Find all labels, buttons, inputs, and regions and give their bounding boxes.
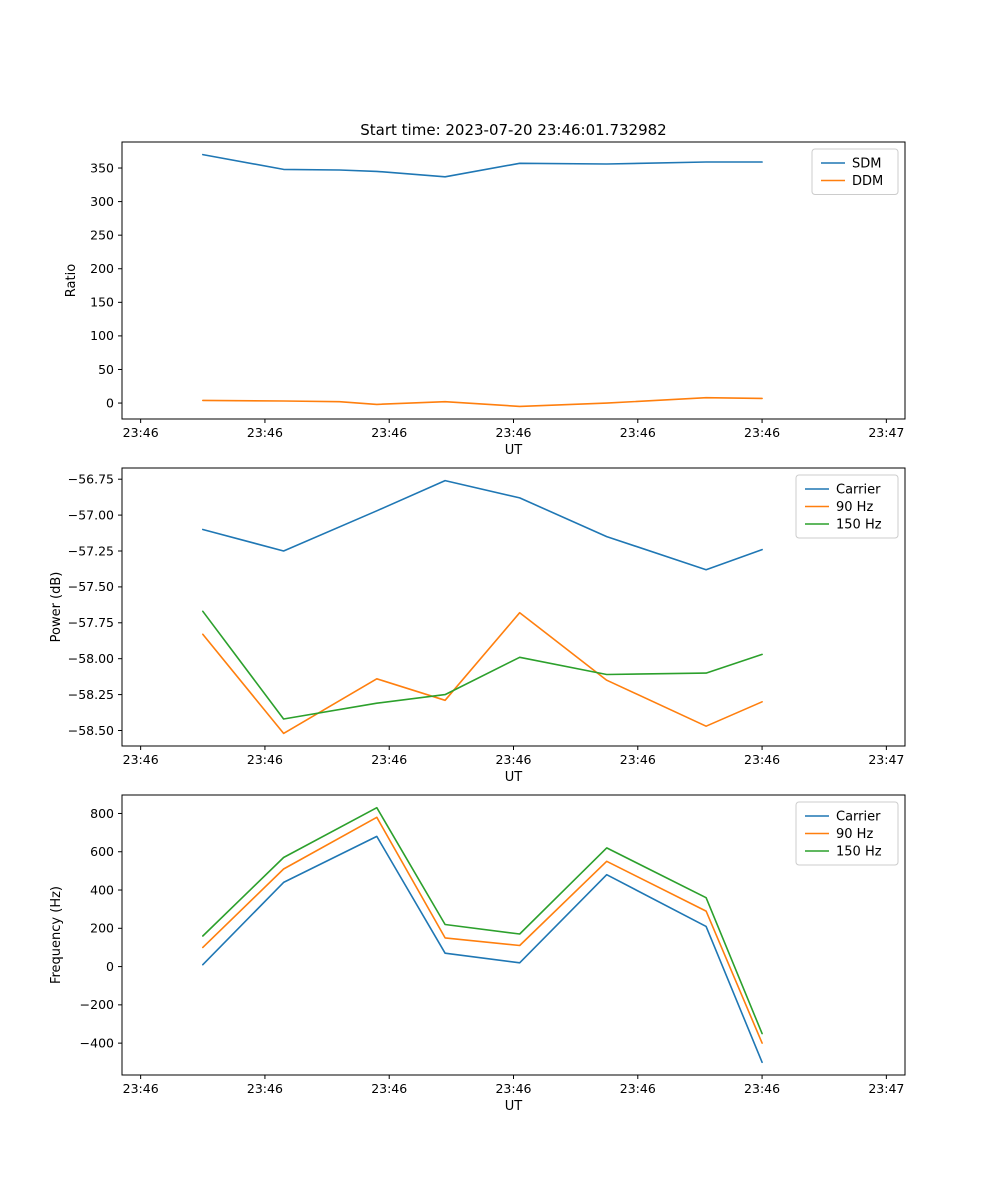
y-tick-label: 150 <box>90 295 114 310</box>
x-tick-label: 23:46 <box>744 425 780 440</box>
y-tick-label: 350 <box>90 160 114 175</box>
x-tick-label: 23:46 <box>371 1081 407 1096</box>
x-tick-label: 23:47 <box>868 1081 904 1096</box>
y-tick-label: −58.25 <box>68 687 114 702</box>
y-tick-label: 800 <box>90 806 114 821</box>
y-tick-label: −400 <box>80 1035 114 1050</box>
x-tick-label: 23:46 <box>247 1081 283 1096</box>
legend-label: Carrier <box>836 809 881 824</box>
series-line-90-hz <box>202 611 763 735</box>
x-tick-label: 23:46 <box>123 425 159 440</box>
y-tick-label: 200 <box>90 261 114 276</box>
x-tick-label: 23:46 <box>744 752 780 767</box>
x-tick-label: 23:46 <box>247 425 283 440</box>
legend-label: 150 Hz <box>836 517 882 532</box>
x-axis-label-1: UT <box>505 770 523 785</box>
legend-label: 90 Hz <box>836 500 873 515</box>
legend-label: 150 Hz <box>836 844 882 859</box>
x-tick-label: 23:46 <box>123 752 159 767</box>
y-axis-label-0: Ratio <box>64 264 79 297</box>
series-line-90-hz <box>202 816 763 1044</box>
series-line-carrier <box>202 835 763 1064</box>
y-tick-label: 200 <box>90 921 114 936</box>
series-line-150-hz <box>202 610 763 720</box>
x-tick-label: 23:46 <box>371 752 407 767</box>
y-tick-label: −57.25 <box>68 543 114 558</box>
series-line-150-hz <box>202 806 763 1035</box>
x-axis-label-2: UT <box>505 1099 523 1114</box>
series-line-ddm <box>202 396 763 408</box>
x-tick-label: 23:46 <box>495 752 531 767</box>
y-tick-label: −56.75 <box>68 472 114 487</box>
y-axis-label-1: Power (dB) <box>49 572 64 643</box>
legend-box <box>811 148 899 195</box>
series-line-sdm <box>202 153 763 178</box>
y-tick-label: −57.00 <box>68 507 114 522</box>
figure-title: Start time: 2023-07-20 23:46:01.732982 <box>360 121 667 139</box>
y-tick-label: −58.00 <box>68 651 114 666</box>
x-tick-label: 23:46 <box>371 425 407 440</box>
y-tick-label: 250 <box>90 227 114 242</box>
x-tick-label: 23:46 <box>247 752 283 767</box>
y-axis-label-2: Frequency (Hz) <box>49 886 64 984</box>
y-tick-label: 400 <box>90 882 114 897</box>
y-tick-label: −200 <box>80 997 114 1012</box>
y-tick-label: 100 <box>90 328 114 343</box>
y-tick-label: 0 <box>106 395 114 410</box>
legend-box <box>795 801 899 866</box>
axes-frame-2 <box>121 794 906 1076</box>
y-tick-label: 300 <box>90 194 114 209</box>
legend-label: SDM <box>852 156 881 171</box>
x-tick-label: 23:47 <box>868 752 904 767</box>
x-tick-label: 23:46 <box>495 425 531 440</box>
series-line-carrier <box>202 479 763 571</box>
x-tick-label: 23:46 <box>620 752 656 767</box>
y-tick-label: 0 <box>106 959 114 974</box>
axes-frame-0 <box>121 141 906 420</box>
x-tick-label: 23:46 <box>620 425 656 440</box>
y-tick-label: 600 <box>90 844 114 859</box>
x-tick-label: 23:46 <box>495 1081 531 1096</box>
x-tick-label: 23:47 <box>868 425 904 440</box>
legend-label: DDM <box>852 174 883 189</box>
legend-label: Carrier <box>836 482 881 497</box>
x-tick-label: 23:46 <box>744 1081 780 1096</box>
x-axis-label-0: UT <box>505 443 523 458</box>
y-tick-label: −57.50 <box>68 579 114 594</box>
x-tick-label: 23:46 <box>123 1081 159 1096</box>
y-tick-label: 50 <box>98 362 114 377</box>
y-tick-label: −58.50 <box>68 723 114 738</box>
legend-box <box>795 474 899 539</box>
x-tick-label: 23:46 <box>620 1081 656 1096</box>
legend-label: 90 Hz <box>836 827 873 842</box>
axes-frame-1 <box>121 467 906 747</box>
y-tick-label: −57.75 <box>68 615 114 630</box>
